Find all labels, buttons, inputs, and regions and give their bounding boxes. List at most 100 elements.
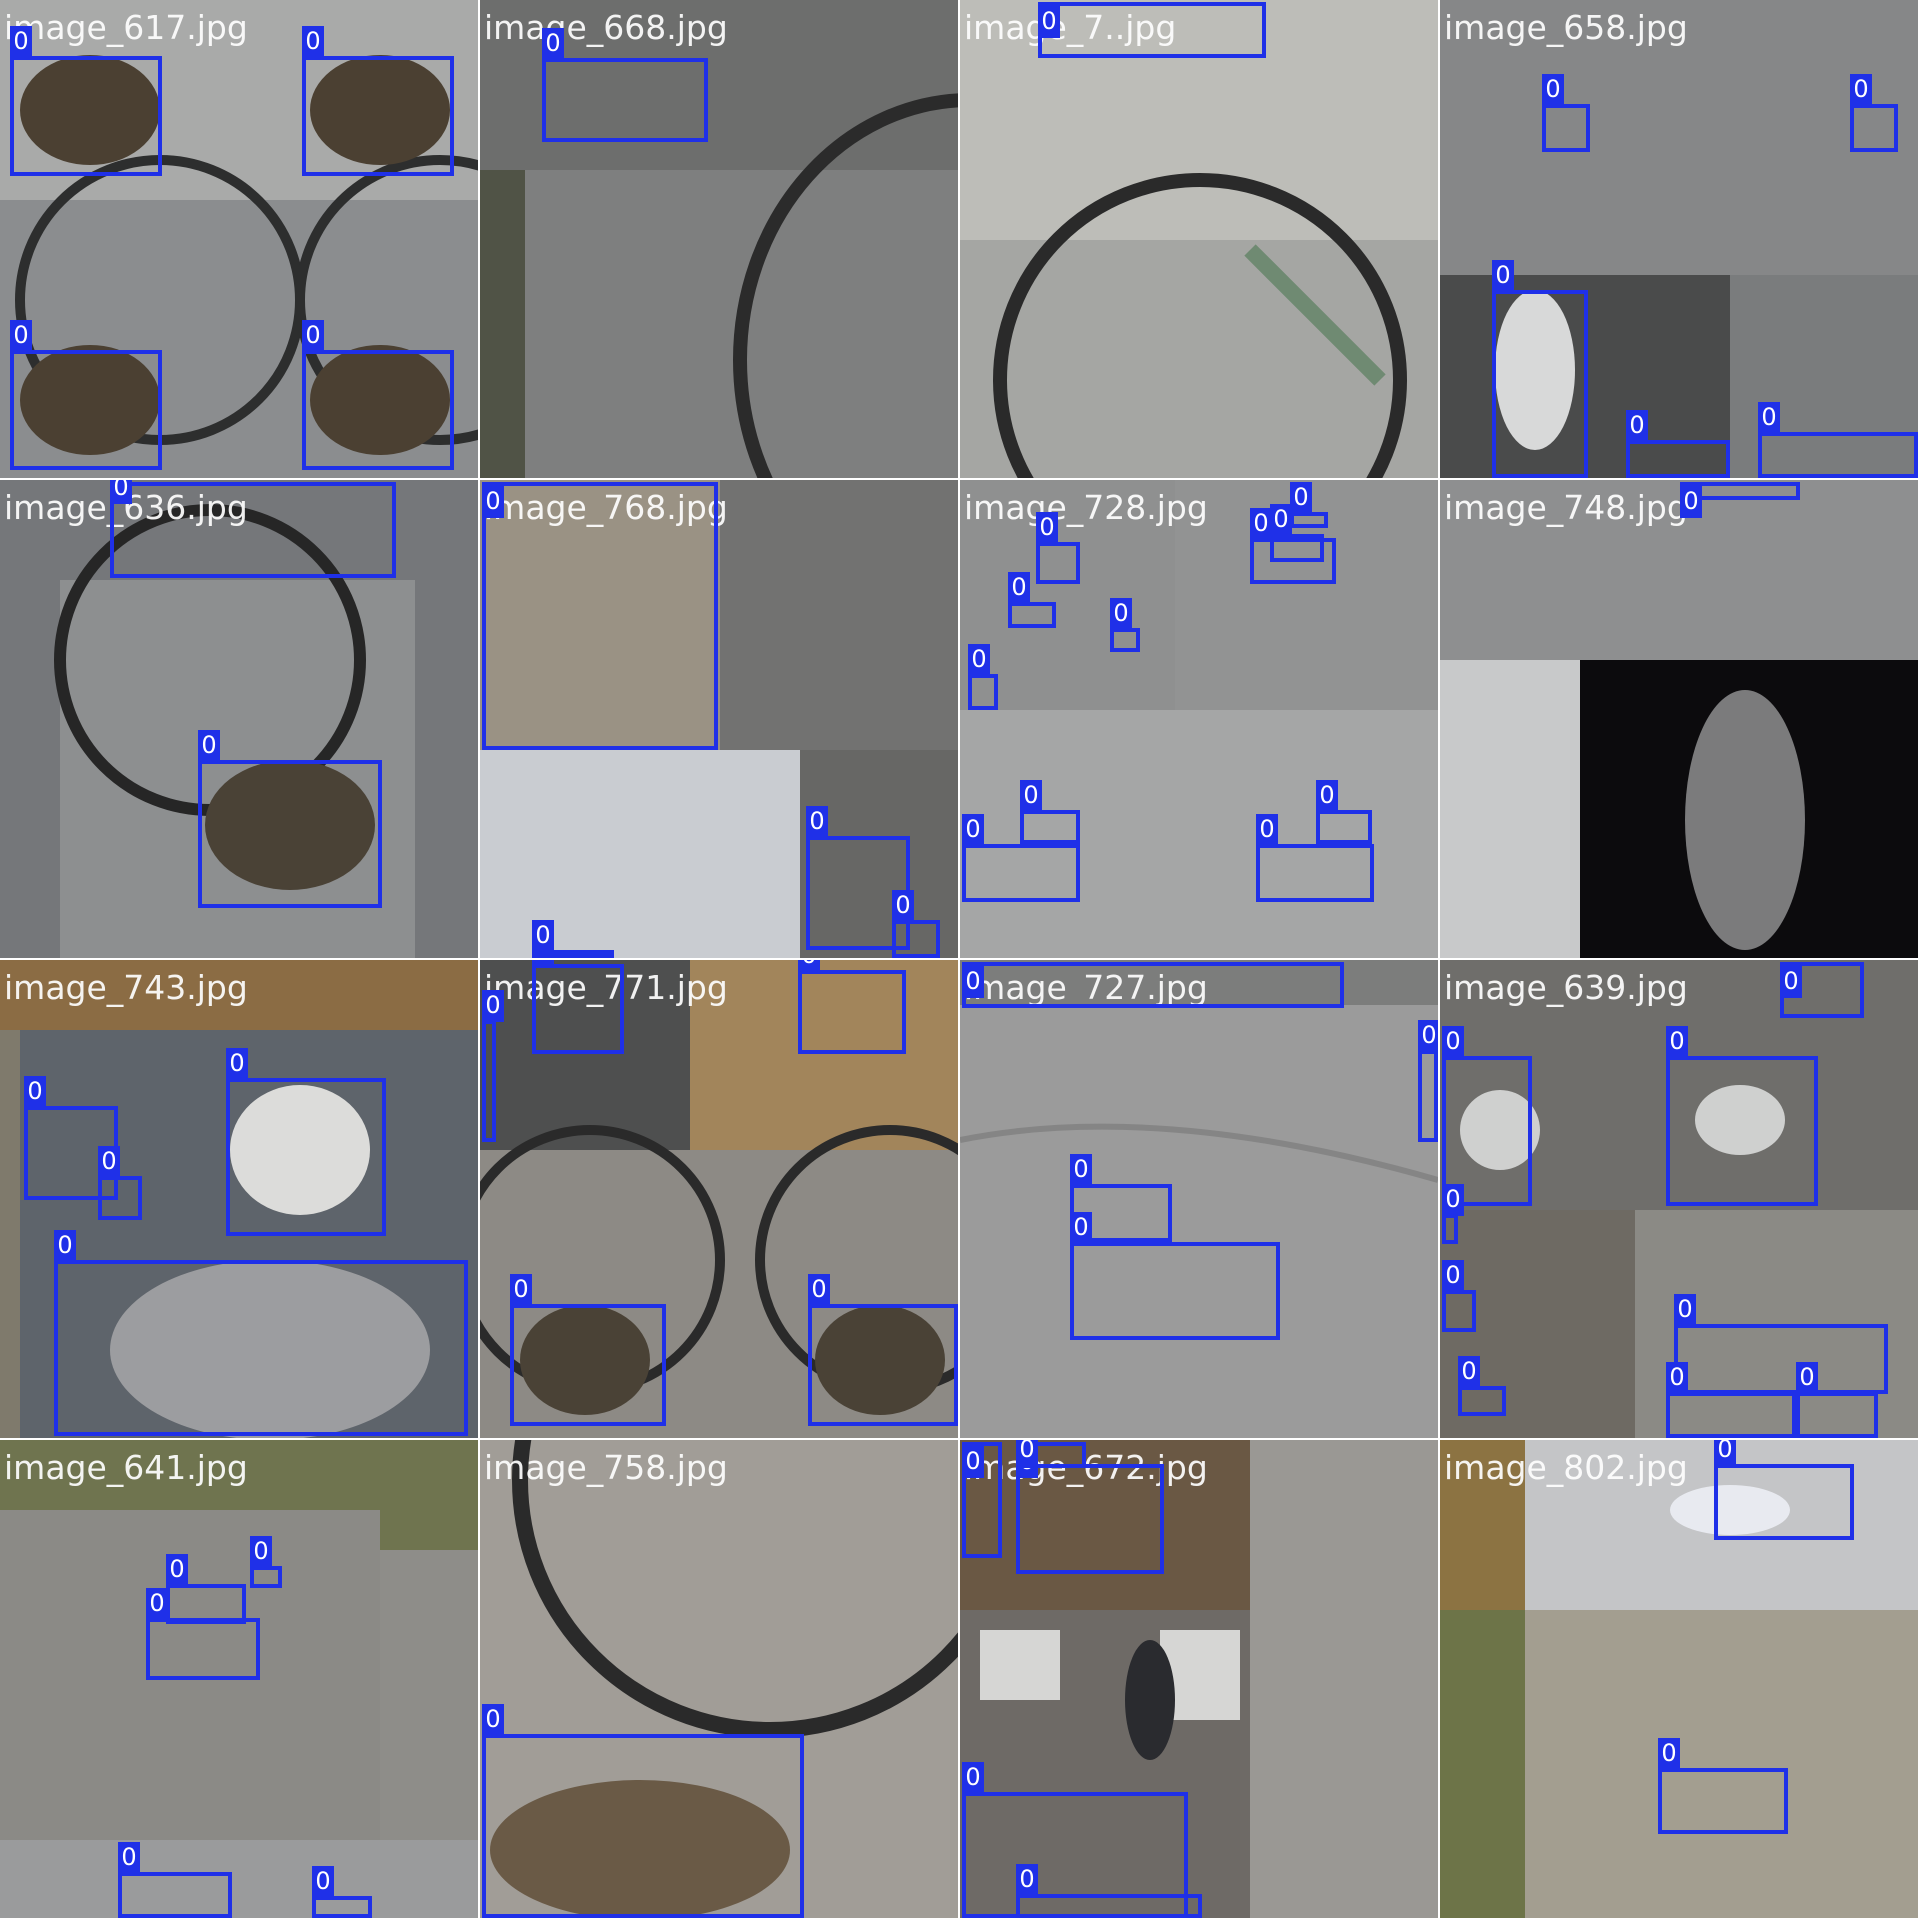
pothole-box: 0 <box>1680 482 1800 518</box>
pothole-box: 0 <box>226 1048 386 1236</box>
pothole-box: 0 <box>110 480 396 578</box>
tile-photo <box>1440 0 1918 478</box>
mosaic-tile: image_639.jpg 0 0 0 0 0 0 0 0 0 <box>1440 960 1918 1438</box>
pothole-box: 0 <box>1316 780 1372 844</box>
tile-filename: image_728.jpg <box>964 488 1208 527</box>
mosaic-tile: image_748.jpg 0 <box>1440 480 1918 958</box>
mosaic-tile: image_758.jpg 0 <box>480 1440 958 1918</box>
pothole-box: 0 <box>1008 572 1056 628</box>
class-tag: 0 <box>1070 1212 1092 1244</box>
class-tag: 0 <box>542 28 564 60</box>
mosaic-tile: image_728.jpg 0 0 0 0 0 0 0 0 0 0 0 <box>960 480 1438 958</box>
class-tag: 0 <box>250 1536 272 1568</box>
pothole-box: 0 <box>10 26 162 176</box>
tile-filename: image_639.jpg <box>1444 968 1688 1007</box>
tile-photo <box>480 960 958 1438</box>
class-tag: 0 <box>302 26 324 58</box>
pothole-box: 0 <box>1658 1738 1788 1834</box>
pothole-box: 0 <box>1442 1184 1464 1244</box>
pothole-box: 0 <box>962 962 1344 1008</box>
pothole-box: 0 <box>1542 74 1590 152</box>
class-tag: 0 <box>482 990 504 1022</box>
mosaic-tile: image_617.jpg 0 0 0 0 <box>0 0 478 478</box>
tile-filename: image_658.jpg <box>1444 8 1688 47</box>
tile-filename: image_768.jpg <box>484 488 728 527</box>
pothole-box: 0 <box>482 990 504 1142</box>
class-tag: 0 <box>1492 260 1514 292</box>
tile-filename: image_758.jpg <box>484 1448 728 1487</box>
pothole-box: 0 <box>1442 1260 1476 1332</box>
tile-photo <box>0 480 478 958</box>
tile-filename: image_771.jpg <box>484 968 728 1007</box>
pothole-box: 0 <box>1796 1362 1878 1438</box>
class-tag: 0 <box>1038 6 1060 38</box>
tile-filename: image_7..jpg <box>964 8 1177 47</box>
pothole-box: 0 <box>1110 598 1140 652</box>
pothole-box: 0 <box>542 28 708 142</box>
class-tag: 0 <box>1020 780 1042 812</box>
class-tag: 0 <box>1316 780 1338 812</box>
tile-photo <box>0 0 478 478</box>
pothole-box: 0 <box>1270 504 1324 562</box>
pothole-box: 0 <box>1016 1440 1164 1574</box>
class-tag: 0 <box>1256 814 1278 846</box>
pothole-box: 0 <box>1256 814 1374 902</box>
pothole-box: 0 <box>1674 1294 1888 1394</box>
pothole-box: 0 <box>968 644 998 710</box>
class-tag: 0 <box>1110 598 1132 630</box>
class-tag: 0 <box>1714 1440 1736 1466</box>
class-tag: 0 <box>166 1554 188 1586</box>
pothole-box: 0 <box>1036 512 1080 584</box>
pothole-box: 0 <box>1666 1026 1818 1206</box>
class-tag: 0 <box>1758 402 1780 434</box>
class-tag: 0 <box>1674 1294 1696 1326</box>
pothole-box: 0 <box>532 960 624 1054</box>
pothole-box: 0 <box>146 1588 260 1680</box>
class-tag: 0 <box>892 890 914 922</box>
tile-photo <box>480 480 958 958</box>
class-tag: 0 <box>98 1146 120 1178</box>
tile-filename: image_802.jpg <box>1444 1448 1688 1487</box>
pothole-box: 0 <box>10 320 162 470</box>
tile-photo <box>1440 480 1918 958</box>
tile-filename: image_668.jpg <box>484 8 728 47</box>
pothole-box: 0 <box>1458 1356 1506 1416</box>
pothole-box: 0 <box>1714 1440 1854 1540</box>
class-tag: 0 <box>482 1704 504 1736</box>
class-tag: 0 <box>806 806 828 838</box>
pothole-box: 0 <box>798 960 906 1054</box>
class-tag: 0 <box>1250 508 1272 540</box>
tile-filename: image_748.jpg <box>1444 488 1688 527</box>
tile-photo <box>960 1440 1438 1918</box>
tile-photo <box>480 1440 958 1918</box>
class-tag: 0 <box>1666 1026 1688 1058</box>
tile-filename: image_727.jpg <box>964 968 1208 1007</box>
class-tag: 0 <box>962 1446 984 1478</box>
class-tag: 0 <box>962 1762 984 1794</box>
class-tag: 0 <box>1442 1260 1464 1292</box>
mosaic-tile: image_7..jpg 0 <box>960 0 1438 478</box>
tile-photo <box>960 0 1438 478</box>
pothole-box: 0 <box>302 320 454 470</box>
pothole-box: 0 <box>808 1274 958 1426</box>
pothole-box: 0 <box>166 1554 246 1624</box>
class-tag: 0 <box>1036 512 1058 544</box>
class-tag: 0 <box>146 1588 168 1620</box>
pothole-box: 0 <box>510 1274 666 1426</box>
class-tag: 0 <box>1442 1026 1464 1058</box>
pothole-box: 0 <box>962 814 1080 902</box>
class-tag: 0 <box>1658 1738 1680 1770</box>
mosaic-tile: image_768.jpg 0 0 0 0 <box>480 480 958 958</box>
class-tag: 0 <box>302 320 324 352</box>
class-tag: 0 <box>1626 410 1648 442</box>
pothole-box: 0 <box>1758 402 1918 478</box>
class-tag: 0 <box>1666 1362 1688 1394</box>
class-tag: 0 <box>10 320 32 352</box>
pothole-box: 0 <box>482 482 718 750</box>
class-tag: 0 <box>24 1076 46 1108</box>
class-tag: 0 <box>1680 486 1702 518</box>
tile-photo <box>960 480 1438 958</box>
pothole-box: 0 <box>1850 74 1898 152</box>
class-tag: 0 <box>1070 1154 1092 1186</box>
pothole-box: 0 <box>1020 780 1080 844</box>
